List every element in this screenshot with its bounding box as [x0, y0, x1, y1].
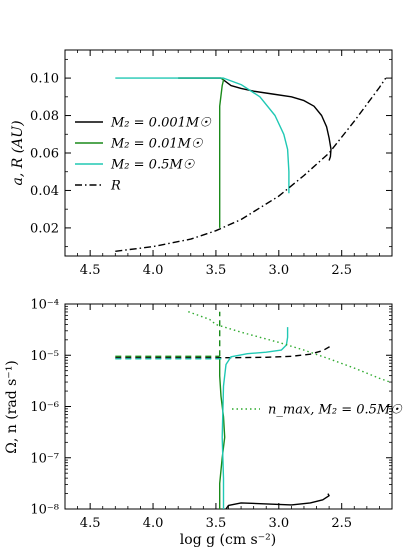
- y-tick-label: 10⁻⁸: [30, 503, 59, 518]
- bottom-chart: 4.5 4.0 3.5 3.0 2.5 10⁻⁸ 10⁻⁷ 10⁻⁶ 10⁻⁵ 10⁻⁴ n_ma…: [4, 298, 403, 549]
- series-line-top-0: [178, 77, 332, 161]
- y-tick-label: 10⁻⁵: [30, 349, 59, 364]
- x-tick-label: 2.5: [331, 516, 352, 531]
- series-line-bottom-2: [218, 357, 226, 509]
- top-y-axis-label: a, R (AU): [10, 120, 26, 185]
- top-legend: M₂ = 0.001M☉ M₂ = 0.01M☉ M₂ = 0.5M☉ R: [75, 116, 212, 194]
- series-line-bottom-7: [188, 311, 390, 383]
- x-tick-label: 3.0: [268, 516, 289, 531]
- y-tick-label: 10⁻⁴: [30, 298, 59, 313]
- x-tick-label: 4.0: [143, 516, 164, 531]
- top-ticks: 4.5 4.0 3.5 3.0 2.5 0.02 0.04 0.06 0.08 0.10: [30, 50, 392, 278]
- x-tick-label: 3.0: [268, 263, 289, 278]
- x-tick-label: 4.0: [143, 263, 164, 278]
- x-tick-label: 3.5: [206, 516, 227, 531]
- legend-label: M₂ = 0.001M☉: [110, 116, 212, 131]
- x-tick-label: 3.5: [206, 263, 227, 278]
- legend-label: M₂ = 0.5M☉: [110, 158, 196, 173]
- legend-label: R: [110, 179, 121, 194]
- series-line-top-3: [115, 77, 387, 252]
- y-tick-label: 0.02: [30, 221, 59, 236]
- legend-label: M₂ = 0.01M☉: [110, 137, 204, 152]
- series-line-top-2: [115, 77, 290, 194]
- y-tick-label: 0.08: [30, 109, 59, 124]
- bottom-y-axis-label: Ω, n (rad s⁻¹): [4, 360, 20, 454]
- bottom-x-axis-label: log g (cm s⁻²): [180, 532, 276, 548]
- x-tick-label: 4.5: [80, 516, 101, 531]
- series-line-top-1: [178, 77, 225, 228]
- top-chart: 4.5 4.0 3.5 3.0 2.5 0.02 0.04 0.06 0.08 0.10 M₂ =…: [10, 49, 393, 278]
- series-line-bottom-0: [225, 493, 330, 509]
- legend-label: n_max, M₂ = 0.5M☉: [268, 403, 403, 418]
- y-tick-label: 0.04: [30, 184, 59, 199]
- series-line-bottom-1: [115, 344, 333, 359]
- series-line-bottom-5: [221, 327, 289, 509]
- bottom-ticks: 4.5 4.0 3.5 3.0 2.5 10⁻⁸ 10⁻⁷ 10⁻⁶ 10⁻⁵ 10⁻⁴: [30, 298, 392, 531]
- x-tick-label: 4.5: [80, 263, 101, 278]
- x-tick-label: 2.5: [331, 263, 352, 278]
- y-tick-label: 0.06: [30, 147, 59, 162]
- y-tick-label: 0.10: [30, 72, 59, 87]
- bottom-series: [115, 311, 390, 509]
- bottom-legend: n_max, M₂ = 0.5M☉: [232, 403, 403, 418]
- y-tick-label: 10⁻⁷: [30, 451, 59, 466]
- top-series: [115, 77, 387, 252]
- y-tick-label: 10⁻⁶: [30, 400, 59, 415]
